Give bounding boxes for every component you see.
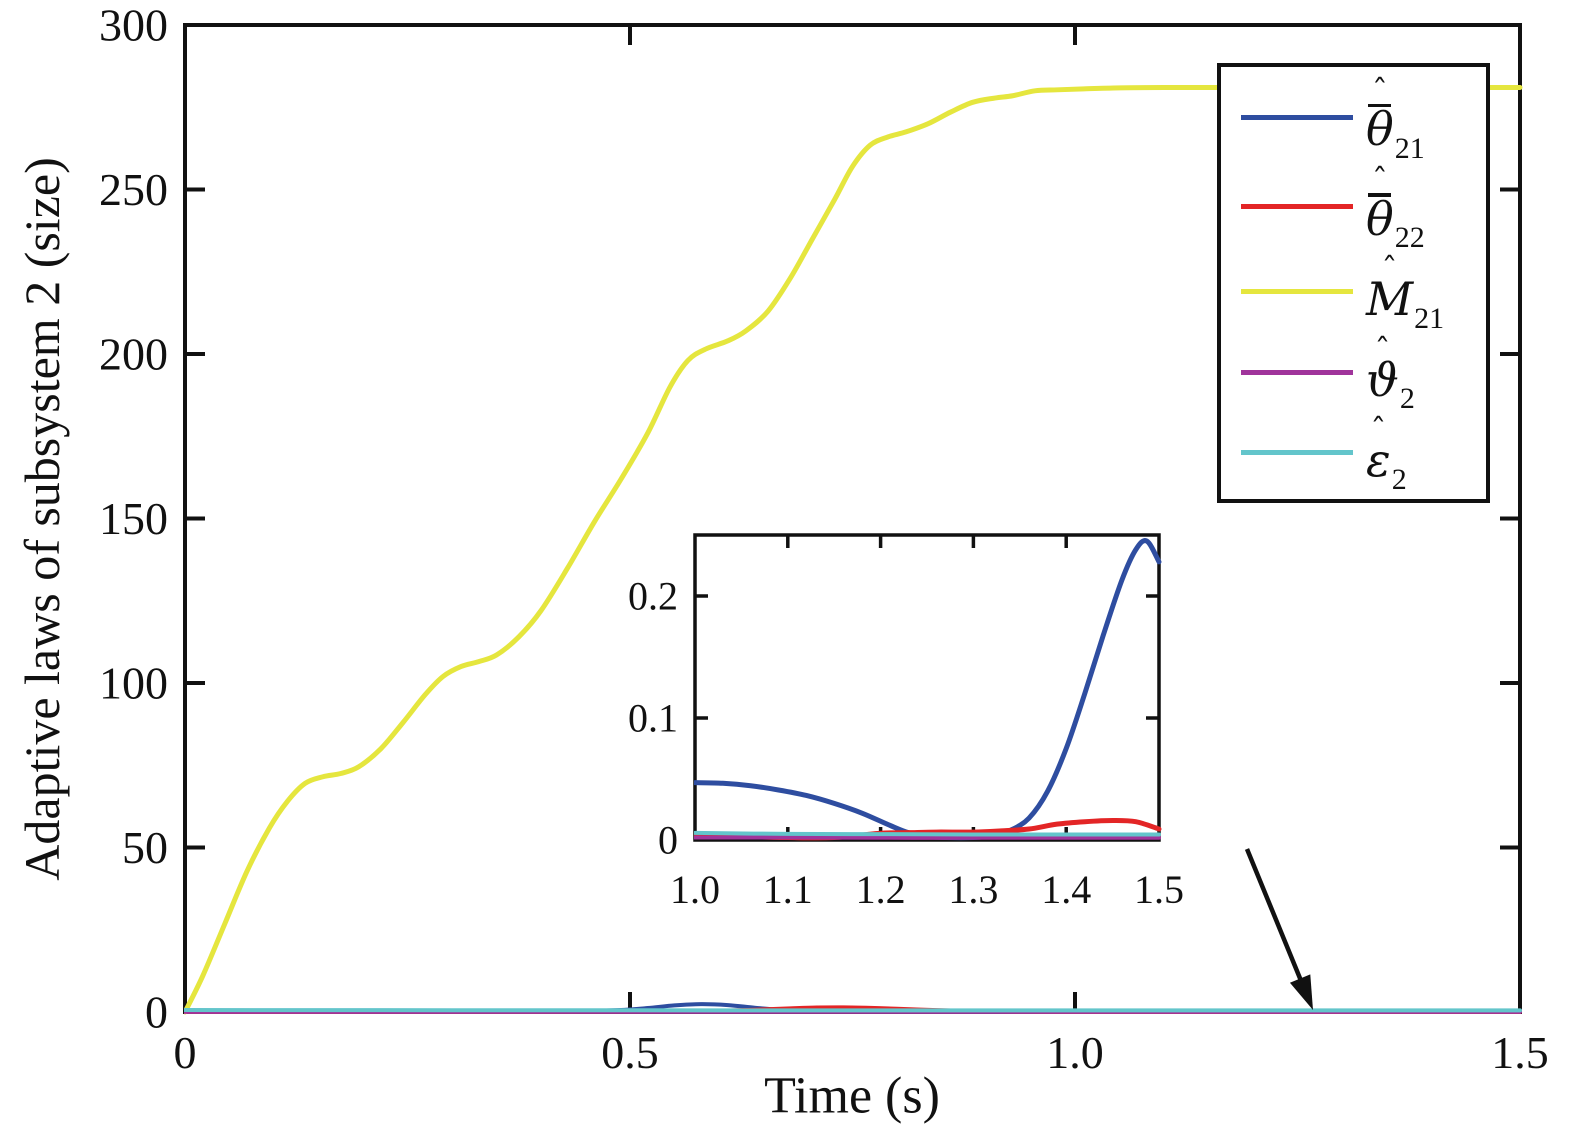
inset-x-tick-label: 1.2 <box>856 867 906 912</box>
main-x-tick-label: 1.5 <box>1491 1027 1549 1078</box>
inset-y-tick-label: 0.1 <box>628 696 678 741</box>
hat-accent: ˆ <box>1381 250 1398 289</box>
main-y-tick-label: 300 <box>99 0 168 51</box>
legend-line-sample <box>1241 288 1353 294</box>
inset-y-tick-label: 0 <box>658 818 678 863</box>
bar-accent <box>1368 103 1392 108</box>
hat-accent: ˆ <box>1370 411 1387 450</box>
legend-label: ˆ M 21 <box>1366 250 1444 333</box>
inset-y-tick-label: 0.2 <box>628 574 678 619</box>
main-x-tick-label: 0 <box>174 1027 197 1078</box>
main-x-tick-label: 1.0 <box>1046 1027 1104 1078</box>
inset-x-tick-label: 1.0 <box>670 867 720 912</box>
legend-symbol: ϑ <box>1366 352 1399 407</box>
x-axis-label: Time (s) <box>764 1067 940 1125</box>
legend-symbol: ε <box>1366 433 1391 488</box>
legend-label: ˆ θ 21 <box>1366 71 1425 164</box>
legend-subscript: 2 <box>1391 463 1407 497</box>
hat-accent: ˆ <box>1371 161 1388 200</box>
y-axis-label: Adaptive laws of subsystem 2 (size) <box>14 157 70 881</box>
hat-accent: ˆ <box>1374 330 1391 369</box>
main-y-tick-label: 200 <box>99 329 168 380</box>
legend-line-sample <box>1241 115 1353 121</box>
legend-subscript: 22 <box>1394 221 1425 255</box>
main-plot: 0 0.5 1.0 1.5 0 50 100 150 200 250 300 <box>99 0 1549 1078</box>
legend-line-sample <box>1241 204 1353 210</box>
main-y-tick-label: 100 <box>99 658 168 709</box>
main-y-tick-label: 250 <box>99 164 168 215</box>
inset-x-tick-label: 1.1 <box>763 867 813 912</box>
legend-subscript: 21 <box>1394 132 1425 166</box>
legend-subscript: 21 <box>1414 301 1445 335</box>
bar-accent <box>1368 193 1392 197</box>
legend: ˆ θ 21 ˆ θ 22 ˆ M 21 ˆ ϑ 2 ˆ ε 2 <box>1217 63 1490 503</box>
legend-line-sample <box>1241 450 1353 456</box>
inset-plot-box <box>693 533 1161 842</box>
inset-x-tick-label: 1.3 <box>948 867 998 912</box>
legend-item-M21_hat: ˆ M 21 <box>1221 250 1486 333</box>
inset-x-tick-label: 1.5 <box>1134 867 1184 912</box>
main-series-M21_hat <box>184 84 1523 1015</box>
legend-line-sample <box>1241 369 1353 375</box>
main-y-tick-label: 50 <box>122 822 168 873</box>
legend-symbol: θ <box>1366 102 1394 157</box>
inset-x-tick-label: 1.4 <box>1041 867 1091 912</box>
hat-accent: ˆ <box>1371 71 1388 110</box>
legend-label: ˆ θ 22 <box>1366 161 1425 253</box>
annotation-arrow <box>1244 848 1313 1010</box>
inset-series-epsilon2_hat <box>694 830 1161 837</box>
main-y-tick-label: 150 <box>99 493 168 544</box>
legend-item-theta22_hat: ˆ θ 22 <box>1221 161 1486 253</box>
legend-symbol: M <box>1366 272 1414 327</box>
main-x-tick-label: 0.5 <box>601 1027 659 1078</box>
legend-symbol: θ <box>1366 191 1394 246</box>
main-y-tick-label: 0 <box>145 987 168 1038</box>
legend-item-theta21_hat: ˆ θ 21 <box>1221 71 1486 164</box>
inset-plot: 1.0 1.1 1.2 1.3 1.4 1.5 0 0.1 0.2 <box>628 533 1184 912</box>
inset-series-theta21_hat <box>694 538 1162 841</box>
legend-subscript: 2 <box>1399 382 1415 416</box>
